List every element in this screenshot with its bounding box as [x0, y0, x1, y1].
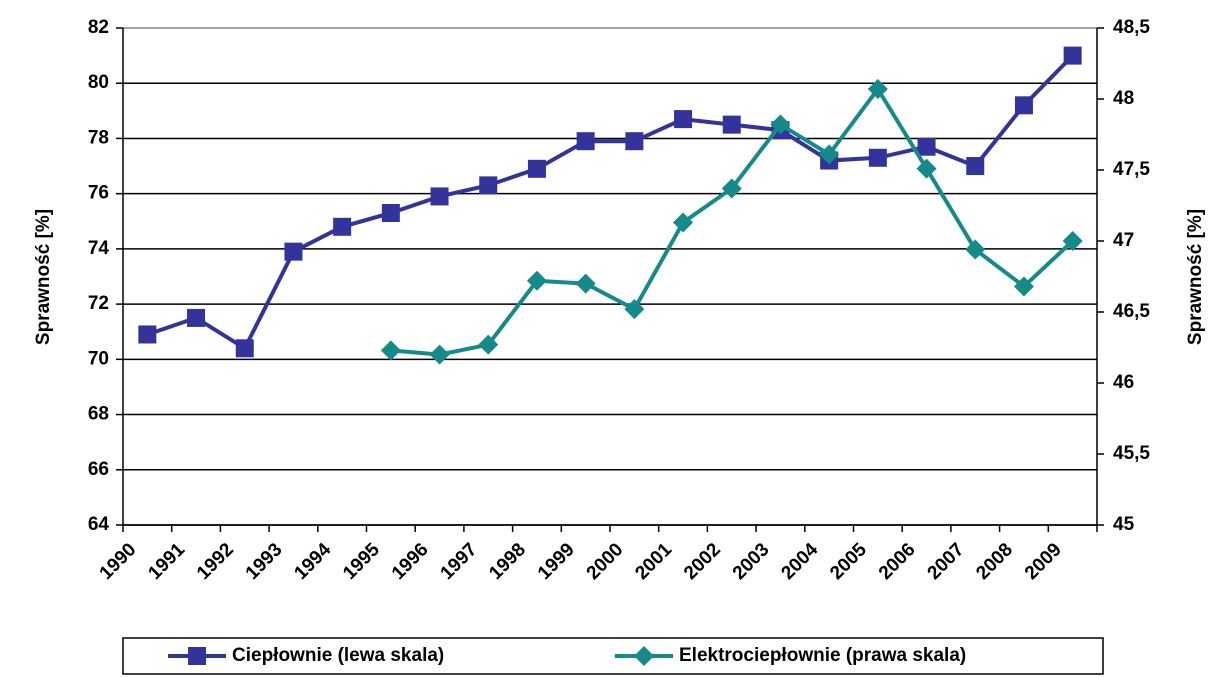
data-point — [867, 79, 888, 100]
data-point — [1013, 276, 1034, 297]
x-tick-label: 1995 — [339, 539, 384, 584]
x-tick-label: 2004 — [777, 539, 822, 584]
data-point — [721, 178, 742, 199]
data-point — [576, 132, 595, 151]
data-point — [527, 159, 546, 178]
y-axis-title: Sprawność [%] — [33, 209, 54, 345]
y-tick-label: 82 — [88, 17, 109, 38]
y-tick-label: 74 — [88, 238, 110, 259]
data-point — [819, 144, 840, 165]
data-point — [575, 273, 596, 294]
y-tick-label: 68 — [88, 404, 109, 425]
y-tick-label: 76 — [88, 183, 109, 204]
y2-tick-label: 45 — [1113, 514, 1135, 535]
x-tick-label: 2003 — [729, 539, 774, 584]
y-tick-label: 66 — [88, 459, 109, 480]
y2-tick-label: 45,5 — [1113, 443, 1150, 464]
x-tick-label: 2002 — [680, 539, 725, 584]
y-tick-label: 80 — [88, 72, 109, 93]
data-point — [1062, 231, 1083, 251]
data-point — [1063, 46, 1082, 65]
x-tick-label: 1992 — [193, 539, 238, 584]
x-tick-label: 1996 — [388, 539, 433, 584]
x-tick-label: 2009 — [1021, 539, 1066, 584]
x-tick-label: 1999 — [534, 539, 579, 584]
data-point — [138, 325, 157, 344]
y2-axis-title: Sprawność [%] — [1185, 209, 1206, 345]
data-point — [430, 187, 449, 206]
data-point — [722, 115, 741, 134]
y2-tick-label: 47 — [1113, 230, 1134, 251]
data-point — [916, 158, 937, 179]
x-tick-label: 2001 — [631, 539, 676, 584]
x-tick-label: 2008 — [972, 539, 1017, 584]
data-point — [333, 217, 352, 236]
data-point — [868, 148, 887, 167]
data-point — [479, 176, 498, 195]
y-tick-label: 64 — [88, 514, 110, 535]
y2-tick-label: 48,5 — [1113, 17, 1150, 38]
data-point — [966, 157, 985, 176]
data-point — [674, 110, 693, 129]
data-point — [478, 334, 499, 355]
data-point — [526, 270, 547, 291]
legend-marker — [188, 647, 206, 665]
x-tick-label: 1997 — [437, 539, 482, 584]
data-point — [625, 132, 644, 151]
x-tick-label: 1998 — [485, 539, 530, 584]
x-tick-label: 1991 — [144, 539, 189, 584]
y2-tick-label: 48 — [1113, 88, 1134, 109]
data-point — [624, 299, 645, 320]
x-tick-label: 1990 — [96, 539, 141, 584]
legend-label: Ciepłownie (lewa skala) — [232, 645, 444, 666]
data-point — [284, 242, 303, 261]
x-tick-label: 1994 — [290, 539, 335, 584]
y-tick-label: 78 — [88, 127, 109, 148]
x-tick-label: 2007 — [924, 539, 969, 584]
y2-tick-label: 47,5 — [1113, 159, 1150, 180]
x-tick-label: 2006 — [875, 539, 920, 584]
legend-label: Elektrociepłownie (prawa skala) — [679, 645, 966, 666]
x-tick-label: 2005 — [826, 539, 871, 584]
data-point — [235, 339, 254, 358]
data-point — [965, 239, 986, 260]
x-tick-label: 1993 — [242, 539, 287, 584]
data-point — [673, 212, 694, 233]
y2-tick-label: 46 — [1113, 372, 1134, 393]
y-tick-label: 72 — [88, 293, 109, 314]
y2-tick-label: 46,5 — [1113, 301, 1150, 322]
data-point — [187, 308, 206, 327]
data-point — [381, 203, 400, 222]
data-point — [380, 340, 401, 361]
y-tick-label: 70 — [88, 348, 109, 369]
data-point — [1014, 96, 1033, 115]
data-point — [770, 114, 791, 135]
data-point — [429, 344, 450, 365]
data-point — [917, 137, 936, 156]
legend-box — [122, 637, 1104, 675]
legend-marker — [634, 646, 654, 666]
x-tick-label: 2000 — [583, 539, 628, 584]
